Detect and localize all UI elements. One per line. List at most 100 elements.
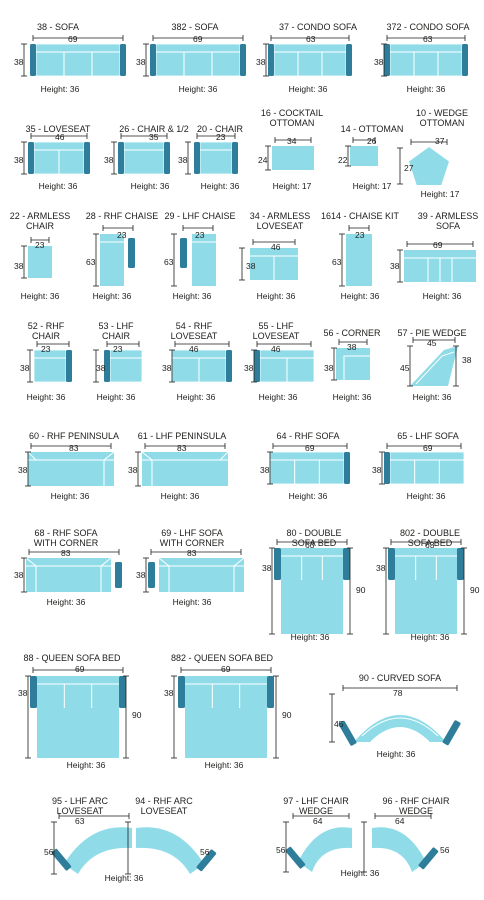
- arm: [148, 562, 155, 588]
- depth-label: 38: [256, 57, 266, 67]
- piece-title: SOFA BED: [407, 538, 453, 548]
- chaise-seat: [100, 234, 124, 286]
- depth-label: 38: [136, 570, 146, 580]
- piece-rhf-arc-loveseat-94: [125, 821, 217, 875]
- piece-double-sofa-bed-802: [383, 539, 467, 635]
- arm-left: [150, 44, 156, 76]
- arm-left: [338, 720, 357, 746]
- piece-title: WITH CORNER: [33, 538, 99, 548]
- arm-right: [84, 142, 90, 174]
- piece-title: 52 - RHF: [27, 321, 65, 331]
- height-label: Height: 36: [406, 491, 446, 501]
- arm-left: [274, 548, 281, 580]
- height-label: Height: 36: [26, 392, 66, 402]
- piece-title: 29 - LHF CHAISE: [164, 211, 236, 221]
- piece-rhf-loveseat-54: [169, 341, 232, 383]
- depth-label: 38: [244, 363, 254, 373]
- width-label: 46: [55, 132, 65, 142]
- width-label: 46: [271, 242, 281, 252]
- piece-armless-sofa-39: [397, 241, 476, 283]
- piece-rhf-chaise-28: [93, 225, 135, 287]
- arm-left: [384, 44, 390, 76]
- piece-lhf-arc-loveseat-95: [51, 813, 132, 875]
- seat-cushion: [155, 43, 241, 77]
- depth-label: 38: [372, 465, 382, 475]
- width-label: 46: [271, 344, 281, 354]
- piece-ottoman-14: [345, 137, 378, 167]
- arm-right: [346, 44, 352, 76]
- depth-label: 63: [332, 257, 342, 267]
- piece-title: 16 - COCKTAIL: [260, 108, 324, 118]
- height-label: Height: 36: [288, 491, 328, 501]
- height-label: Height: 36: [288, 84, 328, 94]
- arm-right: [344, 452, 350, 484]
- width-label: 63: [423, 34, 433, 44]
- depth-label: 38: [14, 57, 24, 67]
- depth-label: 38: [128, 465, 138, 475]
- piece-rhf-chair-wedge-96: [361, 813, 439, 873]
- arm-right: [240, 44, 246, 76]
- depth-label: 38: [374, 57, 384, 67]
- depth-label: 45: [400, 363, 410, 373]
- arm: [418, 847, 439, 870]
- depth-label: 24: [258, 155, 268, 165]
- peninsula-seat: [28, 452, 114, 486]
- piece-title: 95 - LHF ARC: [51, 796, 109, 806]
- piece-title: 80 - DOUBLE: [286, 528, 342, 538]
- piece-title: 61 - LHF PENINSULA: [137, 431, 227, 441]
- depth-label: 38: [246, 261, 256, 271]
- height-label: Height: 36: [66, 760, 106, 770]
- depth-label: 38: [376, 563, 386, 573]
- piece-loveseat-35: [21, 133, 90, 175]
- piece-title: LOVESEAT: [56, 806, 104, 816]
- height-label: Height: 17: [352, 181, 392, 191]
- width-label: 69: [423, 443, 433, 453]
- width-label: 23: [355, 230, 365, 240]
- piece-title: 20 - CHAIR: [196, 124, 243, 134]
- height-label: Height: 36: [160, 491, 200, 501]
- pie-seat: [410, 346, 458, 386]
- arm-right: [343, 548, 350, 580]
- piece-armless-loveseat-34: [239, 239, 298, 281]
- width-label: 69: [433, 240, 443, 250]
- height-label: Height: 36: [38, 181, 78, 191]
- width-label: 37: [435, 136, 445, 146]
- piece-title: WEDGE: [298, 806, 333, 816]
- width-label: 34: [287, 136, 297, 146]
- arm-left: [268, 44, 274, 76]
- mattress: [185, 708, 267, 758]
- arm-left: [194, 142, 200, 174]
- depth-label: 56: [276, 845, 286, 855]
- piece-title: 90 - CURVED SOFA: [358, 673, 442, 683]
- depth-label: 63: [86, 257, 96, 267]
- width-label: 69: [193, 34, 203, 44]
- width-label: 78: [393, 688, 403, 698]
- arm-left: [388, 548, 395, 580]
- seat-cushion: [389, 43, 463, 77]
- height-label: Height: 36: [204, 760, 244, 770]
- piece-title: 65 - LHF SOFA: [397, 431, 459, 441]
- width-label: 23: [117, 230, 127, 240]
- sofa-seat: [159, 558, 244, 592]
- piece-title: 97 - LHF CHAIR: [283, 796, 349, 806]
- depth-label: 38: [178, 155, 188, 165]
- piece-double-sofa-bed-80: [269, 539, 353, 635]
- depth-label: 38: [390, 261, 400, 271]
- height-label: Height: 36: [200, 181, 240, 191]
- piece-title: 53 - LHF: [98, 321, 134, 331]
- piece-lhf-chair-wedge-97: [283, 813, 352, 873]
- piece-title: LOVESEAT: [140, 806, 188, 816]
- arm-right: [232, 142, 238, 174]
- piece-title: LOVESEAT: [252, 331, 300, 341]
- piece-title: WITH CORNER: [159, 538, 225, 548]
- depth-label: 38: [164, 688, 174, 698]
- piece-chair-half-26: [111, 133, 170, 175]
- width-label: 23: [35, 240, 45, 250]
- piece-title: LOVESEAT: [170, 331, 218, 341]
- seat-cushion: [273, 43, 347, 77]
- chaise-seat: [192, 234, 216, 286]
- piece-title: OTTOMAN: [269, 118, 315, 128]
- piece-title: 60 - RHF PENINSULA: [28, 431, 120, 441]
- arc-seat: [136, 827, 204, 874]
- width-label: 23: [195, 230, 205, 240]
